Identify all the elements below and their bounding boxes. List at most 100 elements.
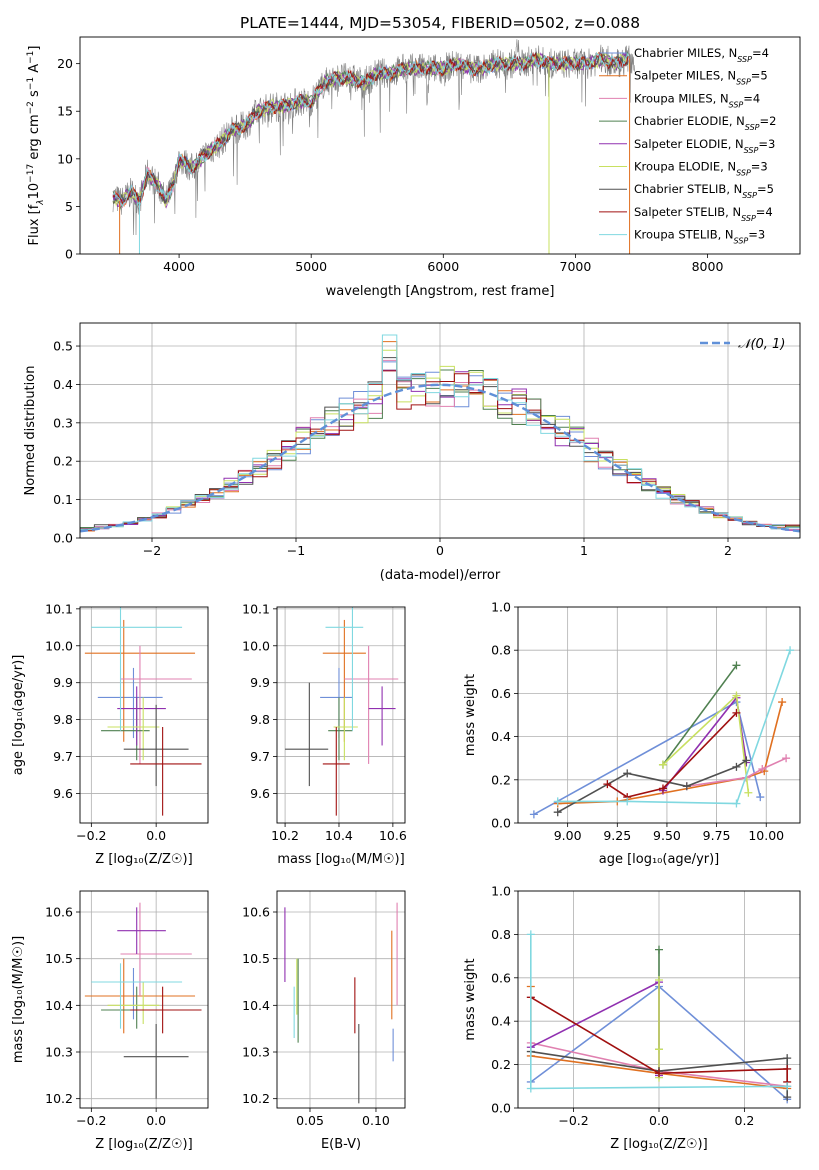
weight-vs-age-ytick-label: 0.8 (491, 643, 511, 658)
weight-vs-Z-ytick-label: 1.0 (491, 884, 511, 899)
age-vs-mass-ytick-label: 9.6 (250, 786, 270, 801)
legend-entry-tail: =3 (748, 228, 765, 242)
spectrum-ytick-label: 20 (57, 56, 73, 71)
gaussian-curve (80, 383, 800, 533)
weight-point-marker (655, 975, 663, 984)
spectrum-xtick-label: 4000 (163, 259, 195, 274)
residuals-ytick-label: 0.3 (53, 415, 73, 430)
weight-point-marker (655, 945, 663, 954)
legend-entry-name: Salpeter ELODIE, N (634, 137, 744, 151)
legend-entry: Chabrier STELIB, NSSP=5 (634, 182, 774, 200)
mass-vs-EBV-ytick-label: 10.4 (242, 998, 270, 1013)
weight-series-line (557, 649, 791, 805)
age-vs-Z-frame (79, 606, 209, 824)
age-vs-Z-ytick-label: 9.9 (53, 675, 73, 690)
legend-entry-sub: SSP (744, 145, 759, 154)
age-vs-Z-ytick-label: 9.7 (53, 749, 73, 764)
legend-entry-tail: =3 (758, 137, 775, 151)
weight-vs-age-ytick-label: 1.0 (491, 600, 511, 615)
age-vs-mass-xtick-label: 10.6 (379, 828, 407, 843)
legend-entry: Kroupa MILES, NSSP=4 (634, 91, 760, 109)
residuals-ylabel: Normed distribution (23, 366, 38, 496)
legend-entry-sub: SSP (745, 123, 760, 132)
legend-entry-tail: =4 (752, 46, 769, 60)
mass-vs-Z-xlabel: Z [log₁₀(Z/Z☉)] (95, 1137, 192, 1152)
legend-entry: Chabrier ELODIE, NSSP=2 (634, 114, 776, 132)
legend-entry-tail: =2 (760, 114, 777, 128)
weight-point-marker (778, 698, 787, 707)
histogram-group (80, 334, 800, 533)
spectrum-ylabel-part: erg cm (27, 114, 42, 163)
residuals-xtick-label: −2 (143, 543, 161, 558)
weight-point-marker (782, 754, 791, 763)
legend-entry-name: Chabrier MILES, N (634, 46, 737, 60)
spectrum-ytick-label: 5 (65, 199, 73, 214)
mass-vs-Z-xtick-label: 0.0 (146, 1113, 166, 1128)
weight-vs-Z-frame (517, 890, 801, 1109)
legend-entry: Kroupa STELIB, NSSP=3 (634, 228, 765, 246)
mass-vs-EBV-ytick-label: 10.2 (242, 1091, 270, 1106)
weight-vs-Z-ylabel: mass weight (463, 958, 478, 1040)
weight-vs-Z-xtick-label: 0.0 (649, 1113, 669, 1128)
weight-point-marker (732, 799, 741, 808)
weight-point-marker (553, 808, 562, 817)
mass-vs-EBV-xlabel: E(B-V) (321, 1137, 361, 1152)
legend-entry-tail: =4 (743, 91, 760, 105)
weight-point-marker (623, 769, 632, 778)
weight-point-marker (658, 784, 667, 793)
legend-entry-sub: SSP (742, 191, 757, 200)
age-vs-mass-xlabel: mass [log₁₀(M/M☉)] (277, 852, 404, 867)
mass-vs-Z-xtick-label: −0.2 (76, 1113, 106, 1128)
weight-vs-age-xtick-label: 9.25 (603, 828, 631, 843)
legend-entry-tail: =5 (751, 69, 768, 83)
residuals-axes: −2 −1 0 1 2 0.0 0.1 0.2 0.3 0.4 0.5 (53, 323, 800, 558)
mass-vs-EBV-ytick-label: 10.6 (242, 905, 270, 920)
legend-entry-sub: SSP (737, 55, 752, 64)
residuals-ytick-label: 0.0 (53, 531, 73, 546)
spectrum-ylabel-part: −2 (26, 101, 36, 114)
age-vs-Z-axes: −0.2 0.0 9.6 9.7 9.8 9.9 10.0 10.1 (45, 601, 208, 843)
weight-point-marker (526, 1084, 535, 1093)
weight-point-marker (529, 810, 538, 819)
histogram-step-line (80, 349, 800, 531)
residuals-ytick-label: 0.2 (53, 454, 73, 469)
legend-entry: Salpeter STELIB, NSSP=4 (634, 205, 773, 223)
residuals-frame (79, 322, 801, 539)
spectrum-ytick-label: 15 (57, 104, 73, 119)
legend-entry-sub: SSP (736, 168, 751, 177)
age-vs-Z-xtick-label: 0.0 (146, 828, 166, 843)
legend-entry: Salpeter MILES, NSSP=5 (634, 69, 768, 87)
spectrum-xtick-label: 5000 (295, 259, 327, 274)
weight-vs-age-xlabel: age [log₁₀(age/yr)] (599, 852, 720, 867)
mass-vs-EBV-frame (276, 890, 406, 1109)
legend-entry-tail: =4 (756, 205, 773, 219)
weight-vs-Z-ytick-label: 0.2 (491, 1057, 511, 1072)
legend-entry-name: Kroupa STELIB, N (634, 228, 734, 242)
weight-point-marker (682, 782, 691, 791)
weight-vs-Z-ytick-label: 0.6 (491, 970, 511, 985)
mass-vs-Z-ytick-label: 10.2 (45, 1091, 73, 1106)
mass-vs-Z-ylabel: mass [log₁₀(M/M☉)] (11, 936, 26, 1063)
weight-point-marker (744, 788, 753, 797)
legend-entry-name: Kroupa ELODIE, N (634, 160, 736, 174)
weight-vs-Z-axes: −0.2 0.0 0.2 0.0 0.2 0.4 0.6 0.8 1.0 (491, 884, 800, 1128)
age-vs-mass-xtick-label: 10.2 (271, 828, 299, 843)
spectrum-xtick-label: 8000 (692, 259, 724, 274)
residuals-ytick-label: 0.5 (53, 339, 73, 354)
mass-vs-EBV-xtick-label: 0.05 (296, 1113, 324, 1128)
weight-point-marker (758, 765, 767, 773)
weight-vs-Z-xtick-label: −0.2 (558, 1113, 588, 1128)
legend-entry-name: Salpeter STELIB, N (634, 205, 741, 219)
weight-vs-age-ytick-label: 0.0 (491, 816, 511, 831)
weight-vs-age-frame (517, 606, 801, 824)
weight-vs-age-ytick-label: 0.6 (491, 686, 511, 701)
weight-vs-Z-xlabel: Z [log₁₀(Z/Z☉)] (610, 1137, 707, 1152)
spectrum-xtick-label: 6000 (427, 259, 459, 274)
spectrum-ylabel-part: 10 (27, 183, 42, 200)
weight-series-line (686, 757, 787, 788)
spectrum-ylabel-part: s (27, 90, 42, 101)
histogram-step-line (80, 334, 800, 531)
age-vs-Z-ytick-label: 10.1 (45, 601, 73, 616)
spectrum-ytick-label: 10 (57, 151, 73, 166)
